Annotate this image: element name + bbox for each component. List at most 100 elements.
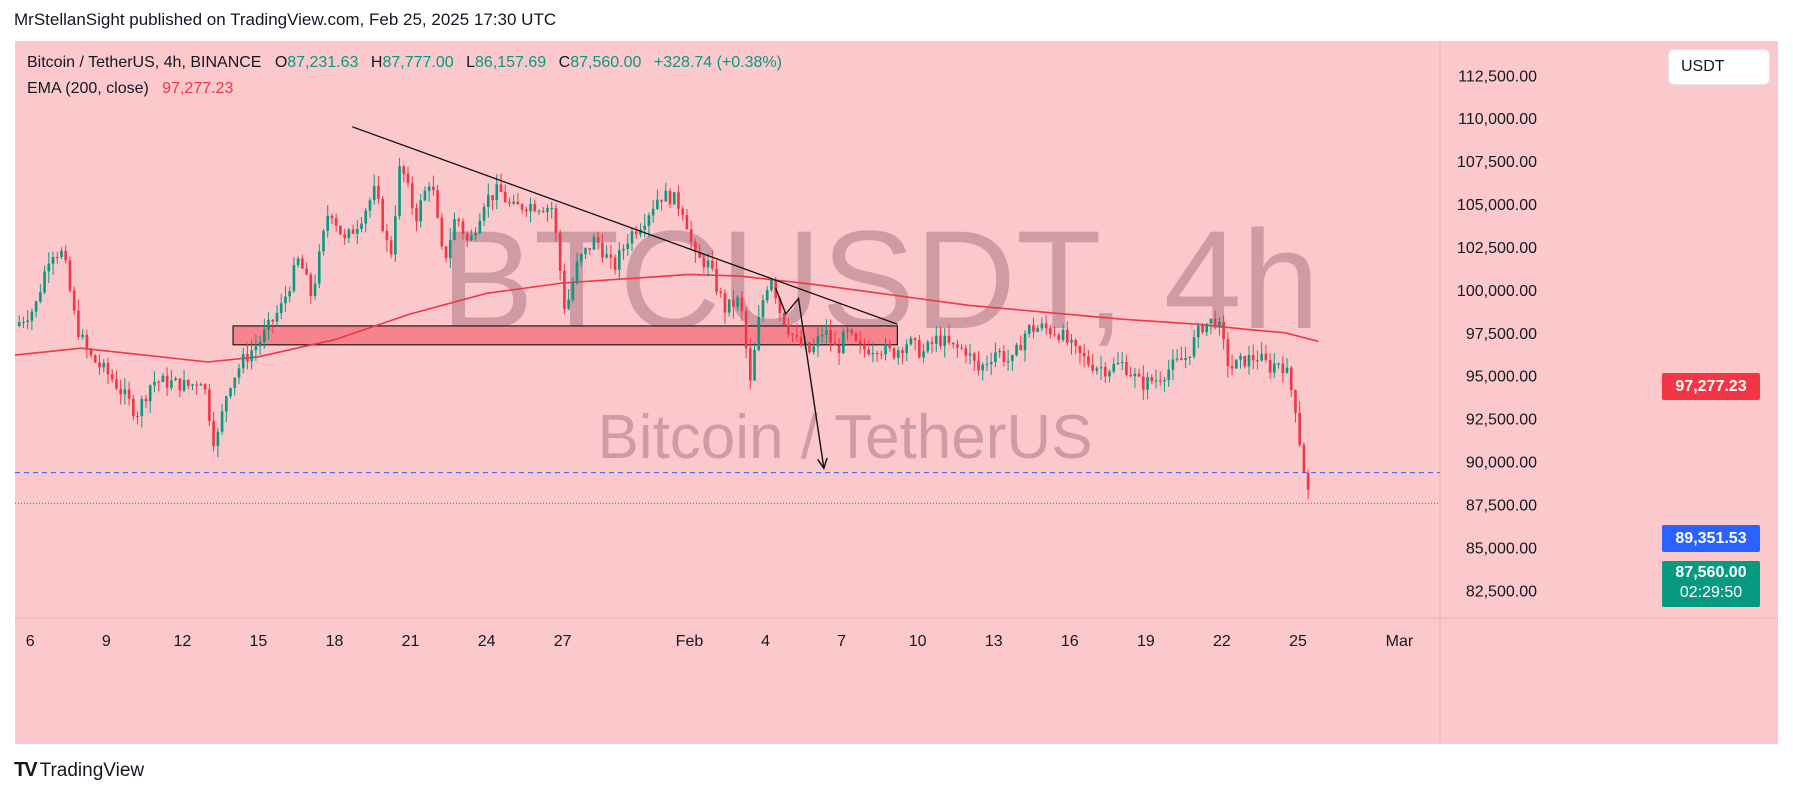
candle-down xyxy=(334,218,338,226)
candle-up xyxy=(1040,323,1044,329)
candle-up xyxy=(884,344,887,355)
candle-down xyxy=(178,378,182,391)
candle-down xyxy=(1289,367,1293,390)
candle-up xyxy=(102,362,106,368)
candle-down xyxy=(554,207,558,233)
candle-down xyxy=(1087,356,1090,365)
candle-up xyxy=(643,225,646,230)
candle-up xyxy=(495,184,499,201)
ema-price-tag: 97,277.23 xyxy=(1662,373,1760,400)
candle-up xyxy=(512,201,515,204)
candle-up xyxy=(258,341,262,347)
time-tick-label: Mar xyxy=(1386,633,1414,650)
projection-arrowhead xyxy=(817,457,828,470)
chart-svg[interactable]: BTCUSDT, 4h Bitcoin / TetherUS 82,500.00… xyxy=(15,41,1778,744)
candle-down xyxy=(749,348,752,381)
candle-up xyxy=(926,341,930,352)
price-axis[interactable]: 82,500.00 85,000.00 87,500.00 90,000.00 92,5… xyxy=(1457,68,1537,600)
candle-up xyxy=(229,388,232,397)
time-tick-label: 16 xyxy=(1061,633,1079,650)
candle-down xyxy=(525,209,528,212)
candle-down xyxy=(918,340,921,358)
candle-down xyxy=(1142,376,1145,390)
candle-down xyxy=(212,420,215,447)
last-price-value: 87,560.00 xyxy=(1675,564,1747,581)
candle-up xyxy=(1116,362,1120,364)
candle-down xyxy=(1002,351,1006,362)
time-tick-label: 6 xyxy=(26,633,35,650)
ema-line xyxy=(15,273,1319,363)
candle-down xyxy=(203,384,207,390)
candle-up xyxy=(470,235,473,241)
candle-up xyxy=(820,334,824,337)
candle-down xyxy=(795,335,799,337)
candle-down xyxy=(1302,444,1306,473)
candle-up xyxy=(706,260,710,268)
time-tick-label: 9 xyxy=(102,633,111,650)
candle-down xyxy=(1201,325,1204,333)
candle-down xyxy=(144,398,148,402)
candle-down xyxy=(503,191,507,203)
candle-up xyxy=(423,190,427,201)
candle-up xyxy=(1154,380,1158,382)
candle-down xyxy=(195,384,199,386)
candle-up xyxy=(1099,367,1103,369)
candle-down xyxy=(157,381,160,383)
candle-down xyxy=(1129,374,1132,377)
candle-up xyxy=(478,220,482,234)
tradingview-footer[interactable]: TV TradingView xyxy=(14,759,144,782)
legend-high-label: H xyxy=(370,54,383,71)
time-axis[interactable]: 6 9 12 15 18 21 24 27 Feb 4 7 10 13 16 19 22 25 Mar xyxy=(26,633,1414,650)
candle-down xyxy=(72,290,76,311)
candle-up xyxy=(1163,380,1166,382)
candle-up xyxy=(1112,363,1116,372)
candle-up xyxy=(51,256,55,264)
candle-up xyxy=(656,199,659,209)
candle-down xyxy=(892,348,896,358)
candle-up xyxy=(825,329,828,335)
candle-down xyxy=(301,258,304,269)
candle-up xyxy=(34,301,38,312)
candle-down xyxy=(668,190,672,205)
candle-down xyxy=(660,199,663,202)
candle-up xyxy=(47,263,51,272)
candle-down xyxy=(719,291,723,294)
candle-down xyxy=(829,329,832,343)
price-tick-label: 97,500.00 xyxy=(1466,326,1537,343)
candle-down xyxy=(732,299,735,307)
candle-up xyxy=(254,346,258,351)
candle-down xyxy=(1230,366,1234,369)
candle-down xyxy=(913,338,917,341)
candle-down xyxy=(601,242,604,258)
chart-frame[interactable]: BTCUSDT, 4h Bitcoin / TetherUS 82,500.00… xyxy=(15,41,1778,744)
candle-down xyxy=(1268,359,1272,373)
legend-low-label: L xyxy=(466,54,476,71)
candle-up xyxy=(140,398,144,417)
candle-up xyxy=(626,243,630,249)
legend-symbol: Bitcoin / TetherUS, 4h, BINANCE xyxy=(27,54,262,71)
candle-down xyxy=(613,257,617,270)
candle-up xyxy=(630,231,634,244)
price-tick-label: 105,000.00 xyxy=(1457,197,1537,214)
candle-down xyxy=(115,379,118,389)
currency-button[interactable]: USDT xyxy=(1668,49,1770,85)
candle-down xyxy=(1294,389,1297,413)
candle-up xyxy=(584,248,587,255)
candle-down xyxy=(930,341,934,344)
candle-up xyxy=(537,210,541,212)
last-price-tag: 87,560.00 02:29:50 xyxy=(1662,561,1760,607)
candle-down xyxy=(837,345,841,354)
candle-up xyxy=(123,389,127,395)
candle-down xyxy=(85,334,89,350)
candle-down xyxy=(1281,363,1285,373)
candle-down xyxy=(972,353,976,361)
candle-down xyxy=(436,190,439,218)
candle-down xyxy=(1103,367,1107,377)
candle-up xyxy=(896,350,900,358)
candle-up xyxy=(736,297,739,307)
candle-down xyxy=(702,257,706,268)
projection-path xyxy=(775,287,825,469)
candle-up xyxy=(26,320,29,323)
price-tick-label: 95,000.00 xyxy=(1466,369,1537,386)
candles xyxy=(17,157,1310,500)
